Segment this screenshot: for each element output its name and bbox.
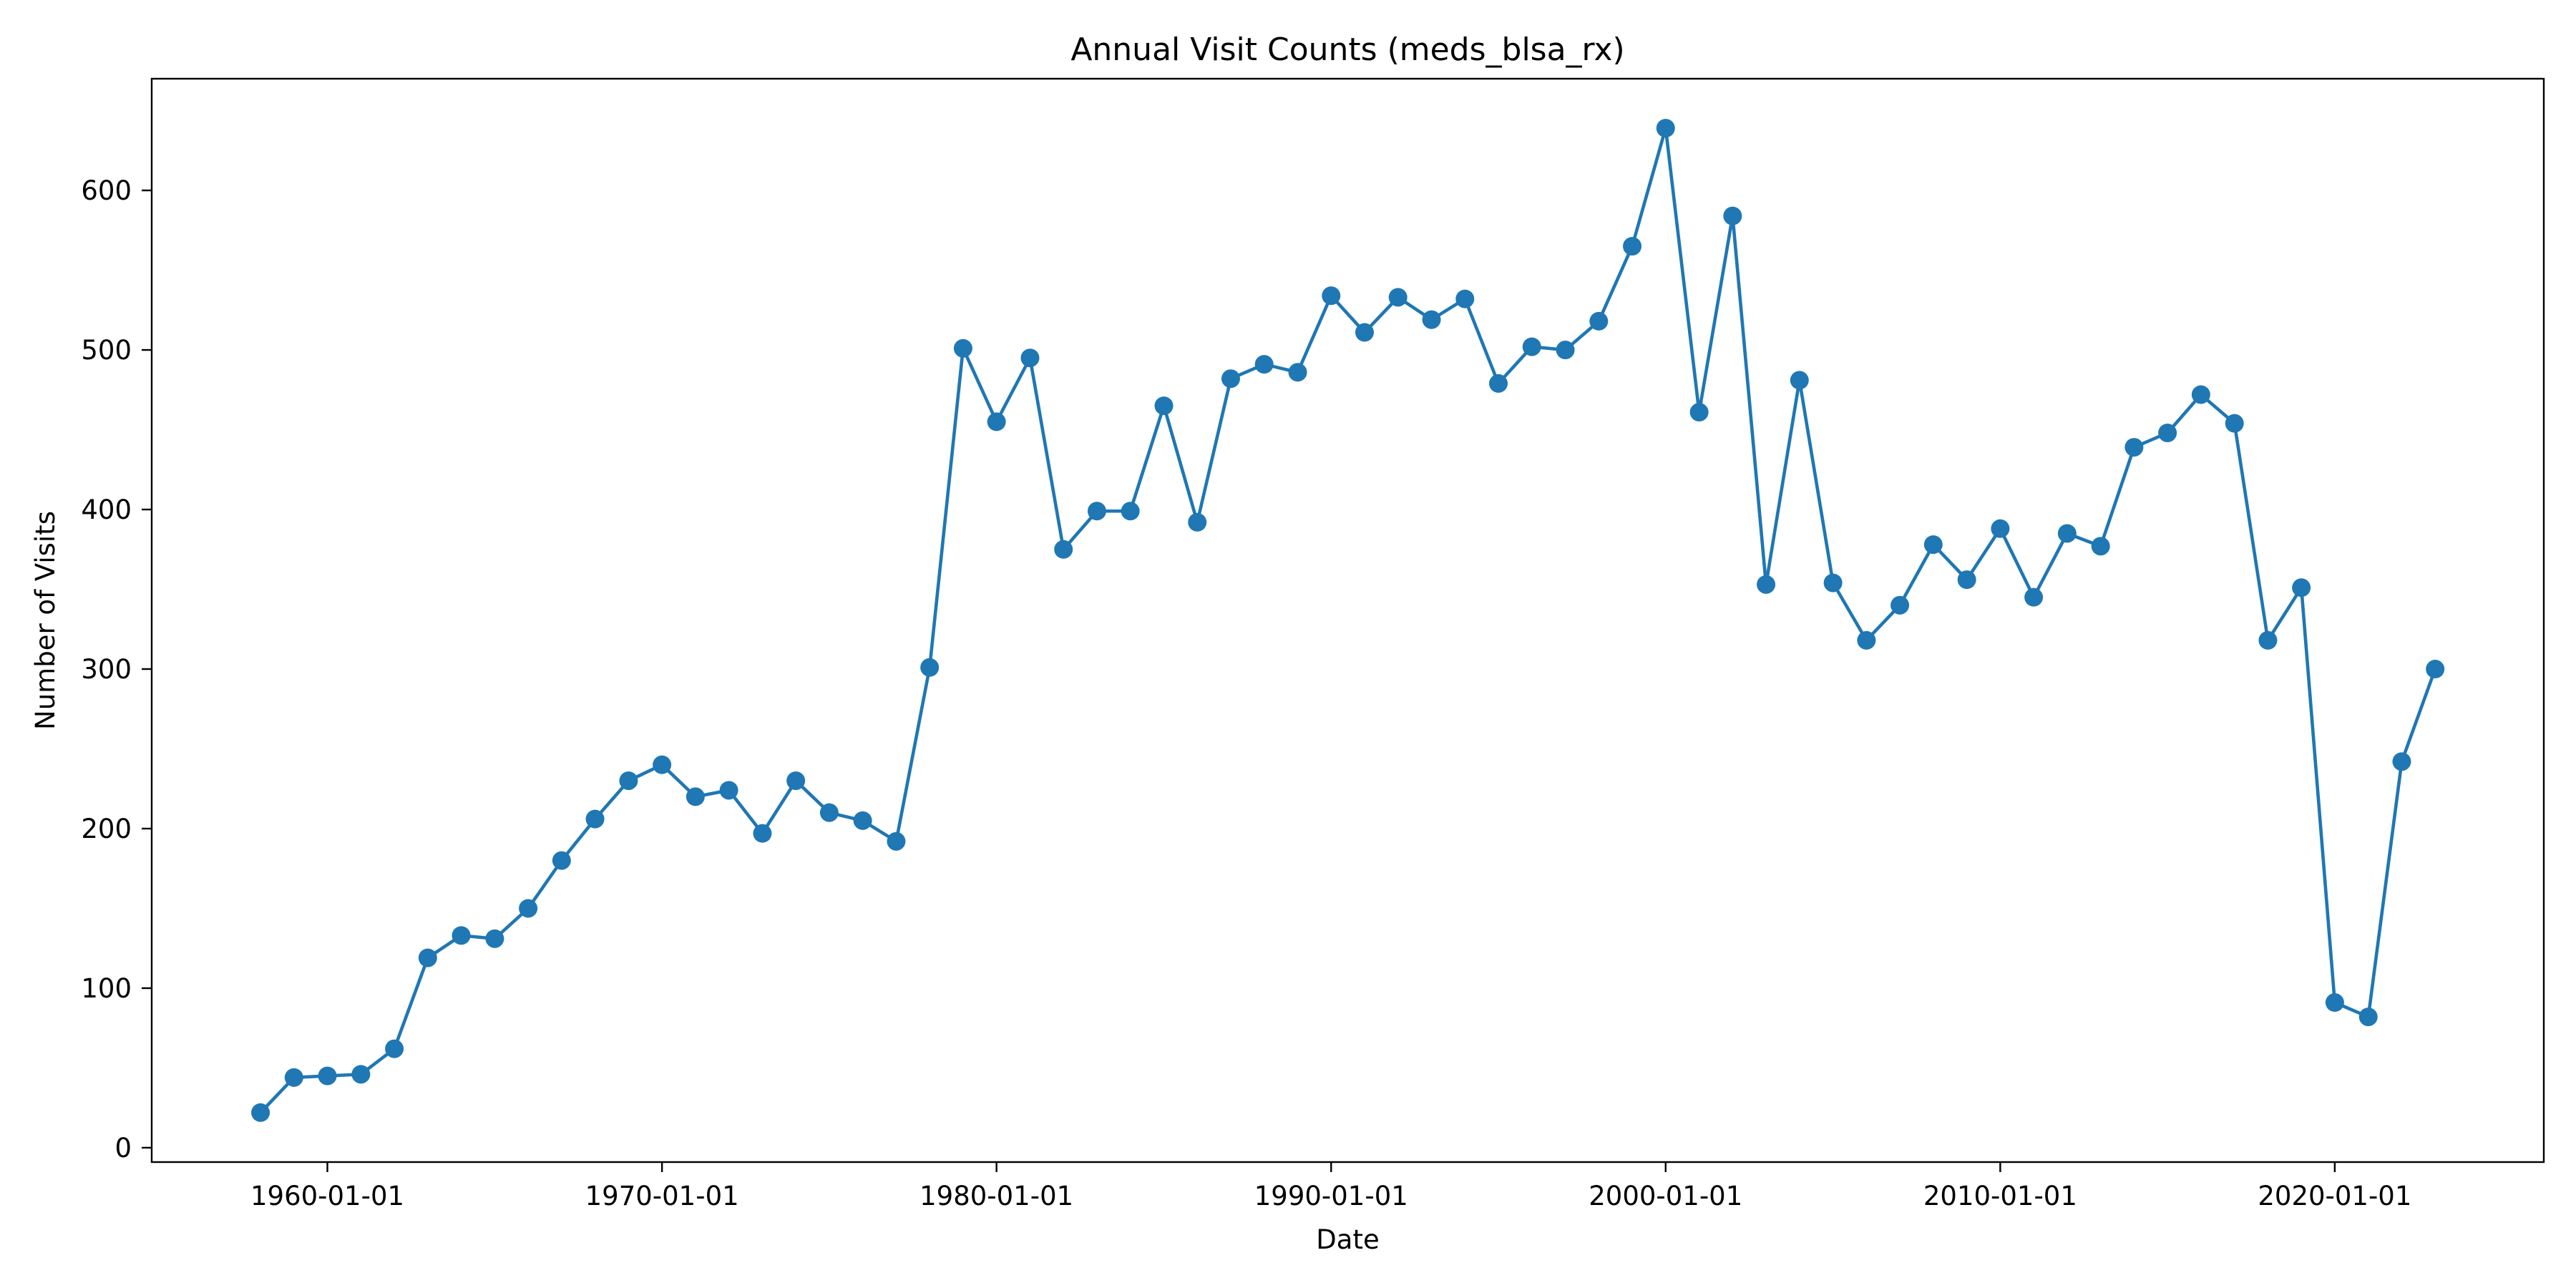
y-tick-label: 600: [81, 175, 132, 206]
x-tick-label: 1980-01-01: [919, 1181, 1073, 1211]
data-point: [2392, 752, 2411, 771]
data-point: [2292, 578, 2311, 597]
x-tick-label: 2000-01-01: [1589, 1181, 1742, 1211]
data-point: [887, 831, 906, 851]
data-point: [1154, 396, 1174, 416]
data-point: [1723, 206, 1742, 225]
data-point: [519, 899, 538, 918]
data-point: [1422, 310, 1441, 329]
data-point: [1288, 363, 1307, 382]
data-point: [1355, 323, 1374, 342]
data-point: [552, 851, 571, 870]
data-point: [753, 824, 772, 843]
data-point: [1489, 374, 1508, 393]
data-point: [351, 1065, 371, 1084]
data-point: [786, 771, 806, 791]
y-tick-label: 100: [81, 973, 132, 1004]
data-point: [1957, 570, 1976, 590]
x-tick-label: 1960-01-01: [250, 1181, 404, 1211]
data-point: [719, 781, 738, 800]
data-point: [385, 1039, 404, 1058]
data-point: [2325, 993, 2344, 1013]
data-point: [1556, 341, 1575, 360]
y-tick-label: 0: [114, 1133, 132, 1163]
data-point: [2091, 537, 2110, 556]
data-point: [1623, 237, 1642, 256]
data-point: [1121, 502, 1140, 521]
data-point: [1188, 512, 1207, 532]
data-point: [2191, 385, 2210, 404]
y-axis-label: Number of Visits: [30, 511, 61, 730]
data-point: [452, 926, 471, 945]
x-tick-label: 2020-01-01: [2258, 1181, 2411, 1211]
data-point: [1455, 289, 1475, 308]
data-point: [1020, 348, 1040, 368]
data-point: [1890, 595, 1910, 615]
data-point: [1656, 119, 1675, 138]
data-point: [1087, 502, 1106, 521]
data-point: [1322, 286, 1341, 306]
x-tick-label: 2010-01-01: [1923, 1181, 2077, 1211]
data-point: [318, 1066, 337, 1085]
data-point: [853, 811, 872, 830]
data-point: [686, 787, 705, 806]
data-point: [1991, 519, 2010, 538]
data-point: [920, 658, 940, 677]
data-point: [1923, 535, 1943, 555]
data-point: [251, 1103, 270, 1122]
plot-frame: [150, 77, 2545, 1163]
data-point: [819, 803, 839, 822]
data-point: [1790, 371, 1809, 390]
data-point: [1689, 403, 1709, 422]
y-axis-ticks: 0 100 200 300 400 500 600: [81, 175, 152, 1163]
data-point: [1522, 337, 1541, 356]
data-point: [585, 809, 605, 829]
data-point: [2225, 414, 2244, 433]
data-point: [2024, 587, 2044, 607]
chart-title: Annual Visit Counts (meds_blsa_rx): [1070, 31, 1624, 68]
data-point: [418, 948, 437, 967]
y-tick-label: 300: [81, 654, 132, 685]
data-point: [2258, 630, 2278, 650]
data-point: [653, 755, 672, 774]
x-tick-label: 1970-01-01: [585, 1181, 739, 1211]
data-point: [2358, 1008, 2378, 1027]
data-point: [1589, 311, 1609, 331]
data-point: [1857, 630, 1876, 650]
data-point: [1221, 369, 1240, 389]
x-tick-label: 1990-01-01: [1254, 1181, 1408, 1211]
data-point: [1388, 288, 1407, 307]
data-point: [987, 412, 1006, 431]
y-tick-label: 400: [81, 494, 132, 525]
data-point: [485, 929, 504, 948]
y-tick-label: 500: [81, 335, 132, 366]
x-axis-label: Date: [1316, 1224, 1379, 1255]
data-point: [619, 771, 638, 791]
x-axis-ticks: 1960-01-01 1970-01-01 1980-01-01 1990-01-01…: [250, 1162, 2411, 1211]
data-point: [1054, 540, 1073, 559]
y-tick-label: 200: [81, 814, 132, 844]
data-point: [1757, 575, 1776, 594]
data-point: [2057, 524, 2077, 543]
data-point: [2158, 424, 2177, 443]
data-point: [953, 338, 972, 358]
data-point: [1254, 355, 1274, 374]
data-point: [284, 1068, 303, 1087]
data-point: [1823, 573, 1843, 592]
data-point: [2426, 660, 2445, 679]
data-point: [2124, 438, 2144, 457]
series-group: [251, 119, 2445, 1122]
